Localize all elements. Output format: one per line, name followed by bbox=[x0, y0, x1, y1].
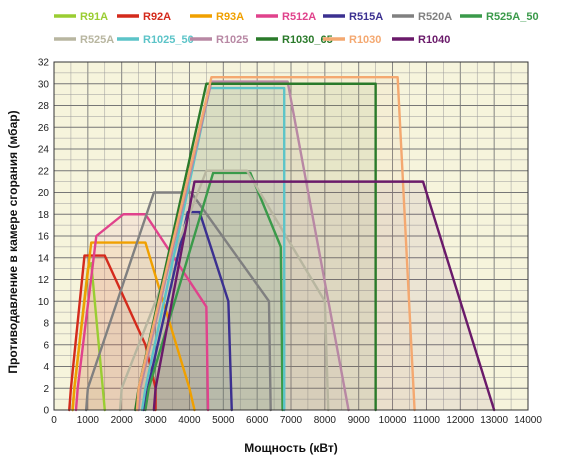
x-tick-label: 7000 bbox=[280, 415, 303, 426]
y-tick-label: 20 bbox=[38, 188, 50, 199]
y-tick-label: 4 bbox=[43, 362, 49, 373]
legend-label: R525A_50 bbox=[486, 11, 539, 23]
legend-item-r1040: R1040 bbox=[392, 34, 450, 46]
x-tick-label: 1000 bbox=[77, 415, 100, 426]
y-tick-label: 0 bbox=[43, 406, 49, 417]
series-area-r92a bbox=[69, 255, 156, 410]
series-area-r1040 bbox=[153, 181, 495, 410]
x-axis-ticks: 0 1000 2000 3000 4000 5000 6000 7000 8000 9000 100… bbox=[51, 415, 542, 426]
legend-label: R515A bbox=[349, 11, 383, 23]
plot-frame bbox=[53, 61, 529, 411]
series-area-r1025_50 bbox=[142, 88, 285, 410]
x-tick-label: 4000 bbox=[178, 415, 201, 426]
legend-item-r525a: R525A bbox=[54, 34, 114, 46]
y-axis-title: Противодавление в камере сгорания (мбар) bbox=[6, 110, 20, 373]
legend-label: R93A bbox=[216, 11, 244, 23]
legend-item-r1025: R1025 bbox=[190, 34, 248, 46]
x-tick-label: 6000 bbox=[246, 415, 269, 426]
legend-item-r92a: R92A bbox=[117, 11, 171, 23]
series-area-r1025 bbox=[138, 81, 349, 410]
legend-label: R1040 bbox=[418, 34, 450, 46]
legend-item-r525a_50: R525A_50 bbox=[460, 11, 539, 23]
y-tick-label: 18 bbox=[38, 210, 50, 221]
y-tick-label: 26 bbox=[38, 123, 50, 134]
y-tick-label: 14 bbox=[38, 253, 50, 264]
series-layer bbox=[68, 76, 496, 412]
x-tick-label: 11000 bbox=[413, 415, 441, 426]
series-area-r93a bbox=[72, 242, 195, 410]
x-tick-label: 8000 bbox=[314, 415, 337, 426]
legend-item-r1030_65: R1030_65 bbox=[256, 34, 333, 46]
legend: R91A R92A R93A R512A R515A R520A R525A_50 R525A… bbox=[54, 11, 539, 46]
series-line-r520a bbox=[84, 191, 272, 412]
legend-label: R1030_65 bbox=[282, 34, 333, 46]
x-axis-title: Мощность (кВт) bbox=[244, 441, 338, 455]
legend-label: R512A bbox=[282, 11, 316, 23]
legend-label: R520A bbox=[418, 11, 452, 23]
series-line-r1040 bbox=[152, 180, 496, 412]
series-line-r93a bbox=[71, 241, 196, 412]
series-area-r520a bbox=[86, 192, 271, 410]
y-tick-label: 2 bbox=[43, 384, 49, 395]
legend-label: R1030 bbox=[349, 34, 381, 46]
y-tick-label: 32 bbox=[38, 58, 50, 69]
y-tick-label: 30 bbox=[38, 79, 50, 90]
legend-item-r515a: R515A bbox=[323, 11, 383, 23]
x-tick-label: 10000 bbox=[379, 415, 407, 426]
legend-item-r512a: R512A bbox=[256, 11, 316, 23]
legend-label: R91A bbox=[80, 11, 108, 23]
x-tick-label: 5000 bbox=[212, 415, 235, 426]
series-line-r525a_50 bbox=[144, 171, 284, 412]
x-tick-label: 14000 bbox=[514, 415, 542, 426]
series-line-r525a bbox=[118, 169, 330, 412]
series-area-r1030_65 bbox=[135, 83, 376, 410]
series-line-r512a bbox=[74, 213, 210, 412]
y-tick-label: 24 bbox=[38, 145, 50, 156]
series-area-r525a_50 bbox=[145, 172, 283, 410]
legend-label: R525A bbox=[80, 34, 114, 46]
legend-item-r1030: R1030 bbox=[323, 34, 381, 46]
x-tick-label: 13000 bbox=[480, 415, 508, 426]
y-tick-label: 6 bbox=[43, 340, 49, 351]
y-tick-label: 16 bbox=[38, 232, 50, 243]
series-line-r515a bbox=[142, 210, 233, 412]
legend-item-r1025_50: R1025_50 bbox=[117, 34, 194, 46]
legend-item-r91a: R91A bbox=[54, 11, 108, 23]
y-tick-label: 22 bbox=[38, 166, 50, 177]
legend-label: R1025 bbox=[216, 34, 248, 46]
series-area-r515a bbox=[143, 212, 232, 410]
y-tick-label: 12 bbox=[38, 275, 50, 286]
x-tick-label: 12000 bbox=[446, 415, 474, 426]
x-tick-label: 2000 bbox=[111, 415, 134, 426]
x-tick-label: 0 bbox=[51, 415, 57, 426]
legend-label: R1025_50 bbox=[143, 34, 194, 46]
series-line-r1030 bbox=[135, 76, 416, 412]
y-tick-label: 8 bbox=[43, 319, 49, 330]
y-tick-label: 10 bbox=[38, 297, 50, 308]
legend-item-r520a: R520A bbox=[392, 11, 452, 23]
x-tick-label: 3000 bbox=[144, 415, 167, 426]
x-tick-label: 9000 bbox=[348, 415, 371, 426]
legend-label: R92A bbox=[143, 11, 171, 23]
y-tick-label: 28 bbox=[38, 101, 50, 112]
legend-item-r93a: R93A bbox=[190, 11, 244, 23]
